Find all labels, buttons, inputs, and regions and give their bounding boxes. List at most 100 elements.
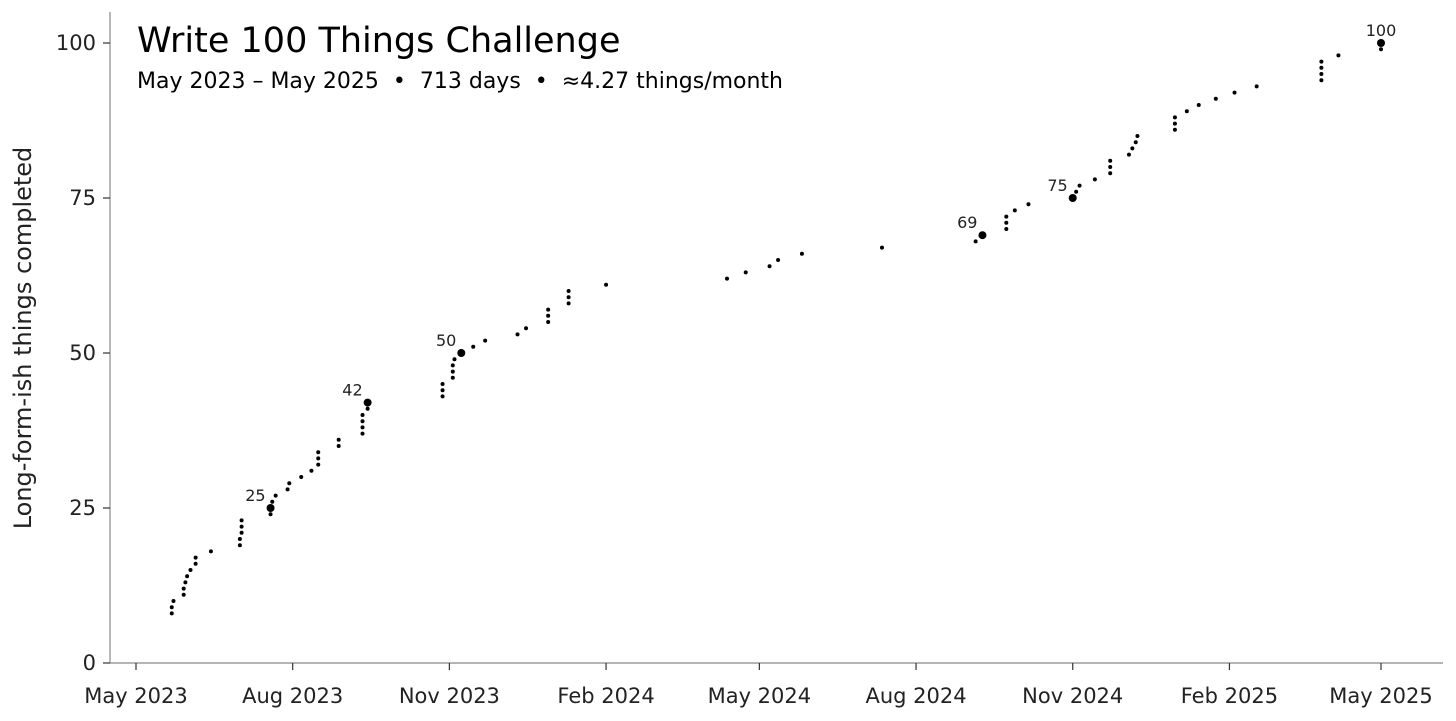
data-point [336, 437, 341, 442]
data-point [193, 561, 198, 566]
data-point [360, 425, 365, 430]
data-point [1172, 121, 1177, 126]
data-point [515, 332, 520, 337]
chart-subtitle: May 2023 – May 2025 • 713 days • ≈4.27 t… [137, 69, 783, 94]
data-point [524, 326, 529, 331]
data-point [237, 543, 242, 548]
data-point [546, 320, 551, 324]
data-point [1319, 78, 1324, 83]
data-point [546, 307, 551, 312]
x-tick-label: May 2025 [1329, 684, 1433, 708]
milestone-point [1377, 39, 1385, 47]
data-point [287, 481, 292, 486]
data-point [1074, 189, 1079, 194]
data-point [1232, 90, 1237, 95]
y-tick-label: 50 [69, 341, 96, 365]
data-point [440, 394, 445, 399]
milestone-point [363, 398, 372, 407]
y-tick-label: 75 [69, 186, 96, 210]
data-point [776, 258, 781, 262]
data-point [1077, 183, 1082, 188]
data-point [1184, 109, 1189, 114]
data-point [299, 475, 304, 479]
data-point [1108, 171, 1113, 176]
x-tick-label: May 2023 [84, 684, 188, 708]
data-point [171, 599, 176, 603]
x-tick-label: Nov 2023 [399, 684, 500, 708]
data-point [1004, 214, 1009, 219]
milestone-label: 50 [436, 331, 456, 350]
data-point [336, 444, 341, 448]
data-point [1133, 140, 1138, 145]
data-point [208, 549, 213, 554]
data-point [879, 245, 884, 250]
data-point [471, 344, 476, 349]
x-tick-label: Nov 2024 [1022, 684, 1123, 708]
data-point [1319, 59, 1324, 64]
data-points [169, 39, 1385, 616]
data-point [239, 530, 244, 535]
data-point [450, 375, 455, 380]
data-point [566, 289, 571, 293]
data-point [1135, 134, 1140, 138]
data-point [743, 270, 748, 275]
x-tick-label: Aug 2023 [242, 684, 343, 708]
y-tick-label: 100 [56, 31, 96, 55]
data-point [1213, 96, 1218, 101]
data-point [566, 295, 571, 300]
data-point [309, 468, 314, 473]
data-point [483, 338, 488, 343]
data-point [440, 388, 445, 393]
data-point [452, 357, 457, 362]
data-point [450, 369, 455, 374]
data-point [1026, 202, 1031, 207]
y-ticks: 0 25 50 75 100 [56, 31, 110, 675]
data-point [268, 512, 273, 517]
data-point [181, 586, 186, 591]
x-tick-label: Feb 2025 [1181, 684, 1278, 708]
data-point [183, 580, 188, 585]
data-point [1254, 84, 1259, 89]
data-point [1336, 53, 1341, 58]
milestone-label: 25 [245, 486, 265, 505]
x-tick-label: May 2024 [708, 684, 812, 708]
data-point [1012, 208, 1017, 213]
data-point [973, 239, 978, 244]
x-tick-label: Feb 2024 [557, 684, 654, 708]
milestone-label: 69 [957, 213, 977, 232]
data-point [181, 592, 186, 597]
milestone-point [457, 349, 466, 357]
data-point [1004, 220, 1009, 225]
data-point [1126, 152, 1131, 157]
milestone-point [1068, 194, 1077, 202]
data-point [360, 413, 365, 417]
data-point [1319, 72, 1324, 76]
data-point [566, 301, 571, 306]
data-point [1108, 158, 1113, 163]
data-point [1130, 146, 1135, 151]
y-tick-label: 25 [69, 496, 96, 520]
data-point [1172, 115, 1177, 120]
data-point [1172, 127, 1177, 132]
milestone-label: 75 [1047, 176, 1067, 195]
data-point [546, 313, 551, 318]
data-point [237, 537, 242, 541]
data-point [1004, 227, 1009, 231]
milestone-label: 100 [1366, 21, 1397, 40]
data-point [239, 524, 244, 529]
data-point [767, 264, 772, 269]
chart-title: Write 100 Things Challenge [137, 21, 621, 61]
data-point [188, 568, 193, 572]
data-point [239, 518, 244, 523]
milestone-label: 42 [342, 381, 362, 400]
data-point [1196, 103, 1201, 107]
y-axis-label: Long-form-ish things completed [9, 147, 37, 530]
data-point [799, 251, 804, 256]
data-point [440, 382, 445, 386]
data-point [316, 450, 321, 455]
data-point [1092, 177, 1097, 182]
axes [109, 12, 1443, 664]
milestone-point [266, 504, 275, 512]
data-point [360, 431, 365, 436]
